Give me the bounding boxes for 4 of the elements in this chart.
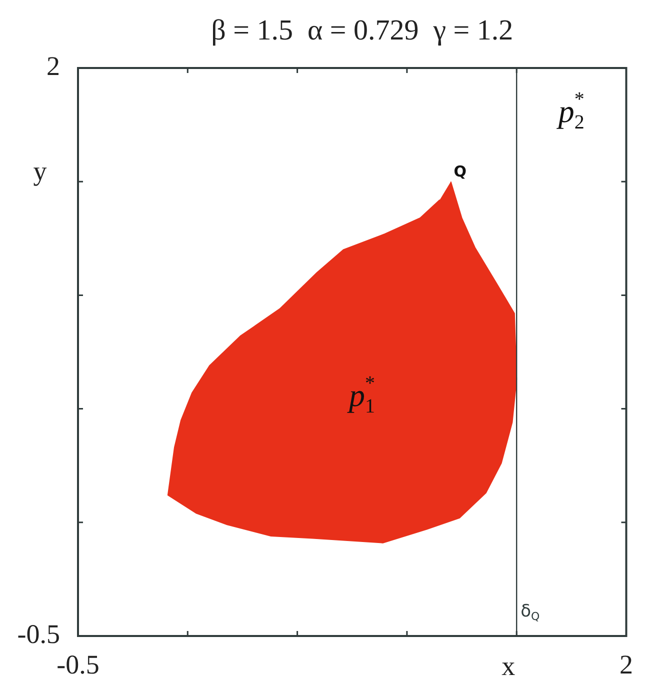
- annotation: Q: [454, 162, 467, 180]
- x-axis-title: x: [502, 651, 516, 682]
- y-axis-title: y: [33, 156, 48, 186]
- chart-title: β = 1.5 α = 0.729 γ = 1.2: [211, 14, 514, 47]
